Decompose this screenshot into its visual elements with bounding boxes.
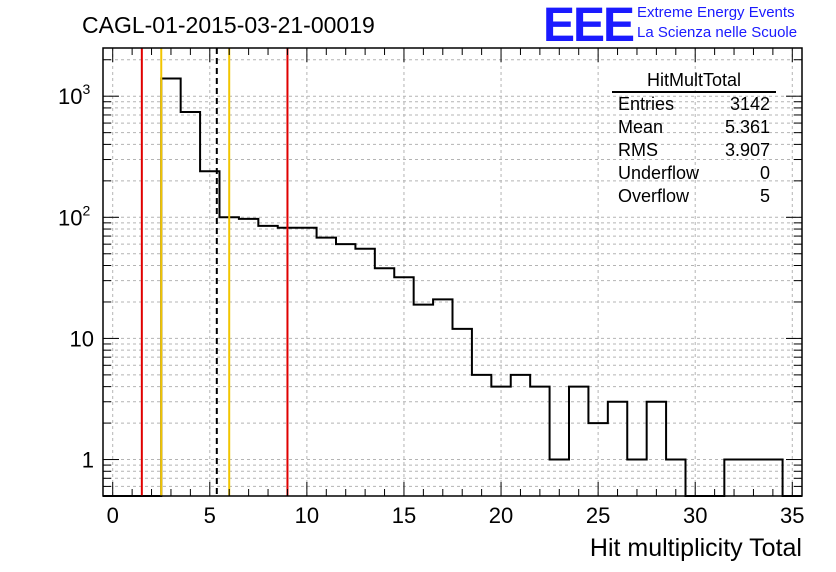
histogram-bin bbox=[511, 375, 530, 496]
x-axis-label: Hit multiplicity Total bbox=[589, 534, 802, 562]
histogram-line bbox=[103, 77, 802, 497]
histogram-bin bbox=[161, 78, 180, 496]
histogram-bin bbox=[239, 219, 258, 496]
histogram-bin bbox=[530, 387, 549, 496]
stats-title: HitMultTotal bbox=[612, 70, 776, 93]
y-tick-label: 103 bbox=[58, 81, 90, 109]
y-tick-label: 102 bbox=[58, 202, 90, 230]
stats-value: 0 bbox=[759, 163, 770, 183]
histogram-bin bbox=[433, 299, 452, 496]
stats-value: 3142 bbox=[729, 94, 770, 114]
logo-subtitle-2: La Scienza nelle Scuole bbox=[637, 24, 798, 41]
stats-value: 3.907 bbox=[724, 140, 770, 160]
stats-row-rms: RMS 3.907 bbox=[612, 139, 776, 162]
histogram-bin bbox=[258, 226, 277, 496]
x-tick-label: 5 bbox=[204, 503, 216, 528]
plot-title: CAGL-01-2015-03-21-00019 bbox=[82, 12, 375, 38]
stats-value: 5.361 bbox=[724, 117, 770, 137]
x-tick-label: 20 bbox=[489, 503, 513, 528]
y-tick-label: 1 bbox=[82, 448, 94, 473]
stats-label: Overflow bbox=[618, 186, 690, 206]
x-tick-label: 25 bbox=[586, 503, 610, 528]
stats-row-mean: Mean 5.361 bbox=[612, 116, 776, 139]
eee-logo: EEE bbox=[543, 0, 635, 52]
histogram-bin bbox=[394, 277, 413, 496]
histogram-bin bbox=[181, 112, 200, 496]
stats-row-overflow: Overflow 5 bbox=[612, 185, 776, 208]
stats-box: HitMultTotal Entries 3142 Mean 5.361 RMS 3.… bbox=[612, 70, 776, 208]
histogram-bin bbox=[414, 305, 433, 496]
x-tick-label: 30 bbox=[683, 503, 707, 528]
y-tick-label: 10 bbox=[70, 326, 94, 351]
x-tick-label: 15 bbox=[392, 503, 416, 528]
histogram-bin bbox=[569, 387, 588, 496]
histogram-bin bbox=[355, 249, 374, 496]
histogram-bin bbox=[647, 402, 666, 496]
stats-label: Entries bbox=[618, 94, 675, 114]
histogram-bin bbox=[472, 375, 491, 496]
histogram-bin bbox=[608, 402, 627, 496]
stats-label: Underflow bbox=[618, 163, 700, 183]
histogram-bin bbox=[375, 268, 394, 496]
histogram-bin bbox=[297, 228, 316, 496]
histogram-bin bbox=[336, 244, 355, 496]
histogram-bin bbox=[317, 238, 336, 496]
plot-frame bbox=[102, 47, 803, 497]
x-tick-label: 0 bbox=[107, 503, 119, 528]
logo-subtitle-1: Extreme Energy Events bbox=[637, 4, 795, 21]
x-tick-label: 10 bbox=[295, 503, 319, 528]
stats-value: 5 bbox=[759, 186, 770, 206]
stats-row-underflow: Underflow 0 bbox=[612, 162, 776, 185]
histogram-bin bbox=[453, 329, 472, 496]
stats-row-entries: Entries 3142 bbox=[612, 93, 776, 116]
stats-label: Mean bbox=[618, 117, 664, 137]
stats-label: RMS bbox=[618, 140, 658, 160]
x-tick-label: 35 bbox=[780, 503, 804, 528]
histogram-bin bbox=[491, 387, 510, 496]
